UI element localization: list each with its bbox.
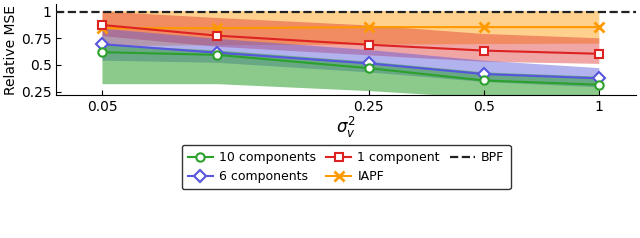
10 components [98, 51, 106, 54]
1 component [480, 49, 488, 52]
6 components [98, 43, 106, 46]
6 components [595, 77, 603, 80]
Line: IAPF: IAPF [97, 22, 604, 33]
IAPF [213, 27, 221, 30]
Line: 10 components: 10 components [98, 48, 603, 89]
IAPF [595, 26, 603, 29]
IAPF [480, 26, 488, 29]
Legend: 10 components, 6 components, 1 component, IAPF, BPF: 10 components, 6 components, 1 component… [182, 145, 511, 189]
10 components [365, 67, 372, 70]
10 components [595, 83, 603, 86]
Y-axis label: Relative MSE: Relative MSE [4, 5, 18, 94]
IAPF [365, 26, 372, 29]
10 components [213, 53, 221, 56]
1 component [595, 52, 603, 55]
X-axis label: $\sigma_v^2$: $\sigma_v^2$ [337, 115, 356, 140]
Line: 1 component: 1 component [98, 21, 603, 58]
6 components [365, 62, 372, 65]
6 components [213, 51, 221, 54]
1 component [365, 43, 372, 46]
1 component [213, 34, 221, 37]
1 component [98, 24, 106, 26]
10 components [480, 79, 488, 82]
IAPF [98, 27, 106, 30]
Line: 6 components: 6 components [98, 40, 603, 83]
6 components [480, 73, 488, 75]
